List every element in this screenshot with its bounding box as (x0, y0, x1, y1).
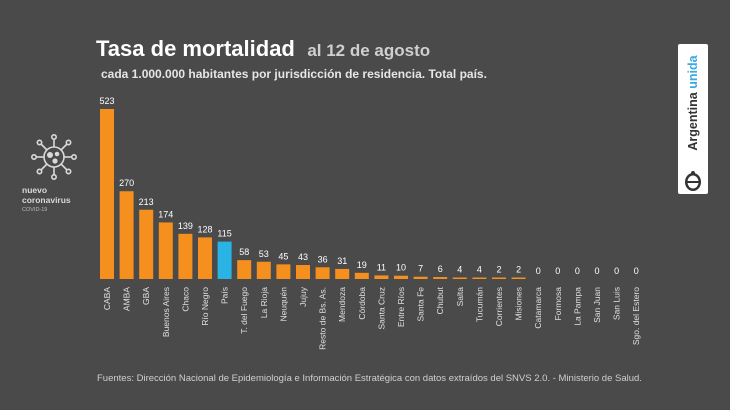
category-label: Neuquén (278, 287, 288, 322)
source-footer: Fuentes: Dirección Nacional de Epidemiol… (97, 373, 642, 384)
virus-logo-text: nuevo coronavirus COVID-19 (22, 185, 71, 215)
category-label: Misiones (514, 287, 524, 321)
data-label: 11 (377, 262, 386, 272)
data-label: 213 (139, 197, 154, 207)
data-label: 4 (457, 265, 462, 275)
data-label: 53 (259, 249, 269, 259)
logo-line-2: coronavirus (22, 195, 71, 205)
category-label: Tucumán (474, 287, 484, 322)
data-label: 0 (536, 266, 541, 276)
bar (452, 277, 467, 279)
category-label: Catamarca (533, 287, 543, 329)
bar (100, 109, 114, 279)
category-label: Entre Ríos (396, 287, 406, 327)
bar (139, 209, 154, 279)
category-label: Santa Fe (416, 287, 426, 322)
category-label: Resto de Bs. As. (318, 287, 328, 350)
category-label: Córdoba (357, 287, 367, 320)
category-label: Buenos Aires (161, 287, 171, 337)
category-label: Sgo. del Estero (631, 287, 641, 345)
argentina-unida-logo: Argentina unida (678, 44, 708, 194)
data-label: 2 (516, 265, 521, 275)
category-label: La Pampa (572, 287, 582, 326)
category-label: AMBA (122, 287, 132, 311)
category-label: Santa Cruz (376, 287, 386, 330)
bar (178, 233, 193, 279)
category-label: País (220, 287, 230, 304)
category-label: CABA (102, 287, 112, 310)
coat-of-arms-icon (685, 171, 701, 191)
data-label: 0 (594, 266, 599, 276)
data-label: 128 (197, 224, 212, 234)
data-label: 270 (119, 178, 134, 188)
data-label: 0 (634, 266, 639, 276)
bar (256, 261, 271, 279)
category-label: Chubut (435, 286, 445, 314)
data-label: 6 (438, 264, 443, 274)
bar (413, 276, 428, 279)
bar (335, 268, 350, 279)
bar (237, 260, 252, 279)
data-label: 31 (337, 256, 347, 266)
category-label: Corrientes (494, 287, 504, 326)
data-label: 7 (418, 264, 423, 274)
bar (511, 277, 526, 279)
bar (374, 275, 389, 279)
bar (315, 267, 330, 279)
data-label: 115 (217, 229, 231, 239)
category-label: Río Negro (200, 287, 210, 326)
category-label: T. del Fuego (239, 287, 249, 334)
bar (394, 275, 408, 279)
bar (472, 277, 487, 279)
category-label: Chaco (180, 287, 190, 312)
data-label: 10 (396, 263, 406, 273)
bar (276, 264, 291, 279)
data-label: 36 (318, 254, 328, 264)
logo-line-3: COVID-19 (22, 207, 48, 213)
data-label: 45 (278, 251, 288, 261)
page-subtitle: cada 1.000.000 habitantes por jurisdicci… (101, 67, 487, 81)
category-label: San Juan (592, 287, 602, 323)
bar (119, 191, 134, 279)
category-label: Formosa (553, 287, 563, 321)
data-label: 174 (158, 209, 173, 219)
virus-icon (30, 133, 77, 180)
category-label: Salta (455, 287, 465, 307)
title-row: Tasa de mortalidad al 12 de agosto (96, 36, 430, 62)
data-label: 0 (555, 266, 560, 276)
bar (158, 222, 173, 279)
data-label: 2 (496, 265, 501, 275)
data-label: 58 (239, 247, 249, 257)
category-label: Mendoza (337, 287, 347, 322)
category-label: GBA (141, 287, 151, 305)
category-label: La Rioja (259, 287, 269, 318)
bar (217, 241, 232, 279)
bar (296, 265, 310, 279)
page-title: Tasa de mortalidad (96, 36, 295, 61)
data-label: 43 (298, 252, 308, 262)
data-label: 0 (614, 266, 619, 276)
bar (354, 272, 369, 279)
title-date: al 12 de agosto (307, 41, 431, 60)
bar (433, 277, 448, 279)
data-label: 19 (357, 260, 367, 270)
data-label: 4 (477, 265, 482, 275)
category-label: San Luis (612, 287, 622, 320)
logo-line-1: nuevo (22, 185, 48, 195)
data-label: 139 (178, 221, 193, 231)
data-label: 523 (99, 96, 114, 106)
category-label: Jujuy (298, 286, 308, 307)
bar (492, 277, 506, 279)
data-label: 0 (575, 266, 580, 276)
bar (198, 237, 212, 279)
